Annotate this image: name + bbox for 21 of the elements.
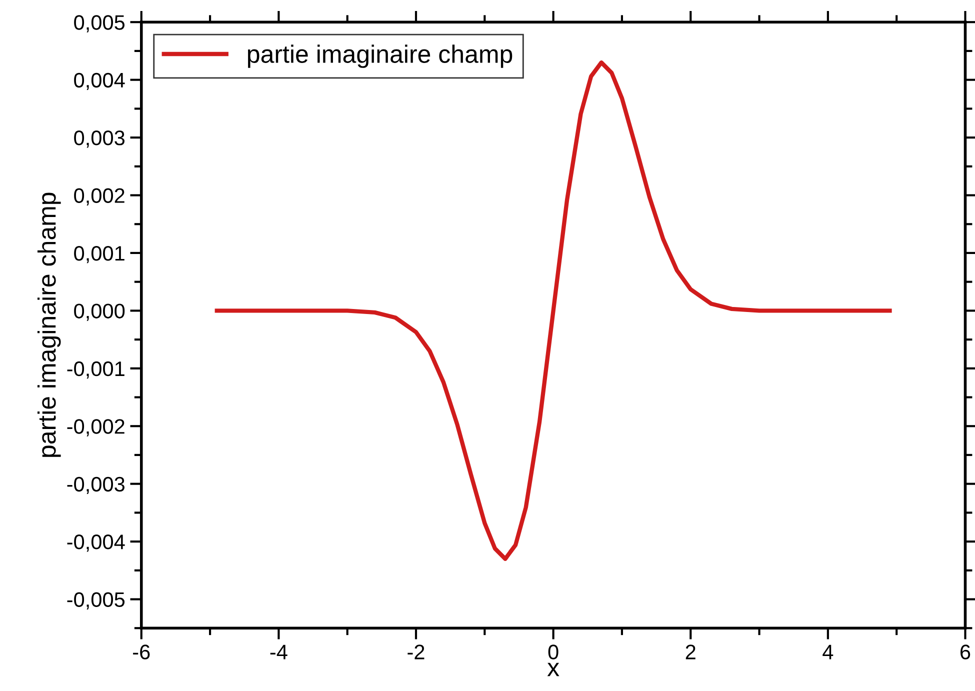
x-tick-label: 0 [548,644,558,660]
y-tick-label: -0,004 [67,534,125,552]
x-tick-label: -2 [408,644,424,660]
x-tick-label: 4 [822,644,834,660]
y-tick-label: -0,002 [67,419,124,436]
y-tick-label: 0,002 [74,188,124,206]
y-tick-label: 0,004 [74,72,125,90]
y-tick-label: 0,001 [74,246,124,264]
y-tick-label: 0,003 [74,130,124,148]
y-tick-label: -0,001 [67,361,124,379]
x-axis-title: x [547,662,560,676]
y-tick-label: 0,005 [74,15,125,32]
legend-label: partie imaginaire champ [248,44,512,68]
x-tick-label: 6 [960,644,970,660]
x-tick-label: 2 [686,644,696,660]
x-tick-label: -4 [270,644,288,660]
y-tick-label: -0,005 [67,592,125,610]
y-axis-title: partie imaginaire champ [37,192,61,457]
y-tick-label: -0,003 [67,476,124,494]
x-tick-label: -6 [133,644,150,660]
y-tick-label: 0,000 [74,304,125,321]
